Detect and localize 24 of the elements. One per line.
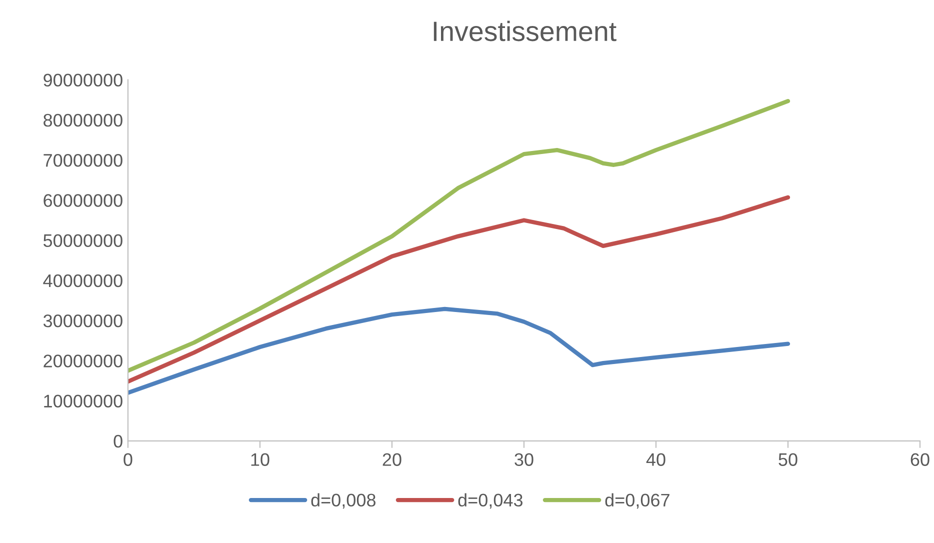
y-tick-label: 30000000 (43, 314, 122, 328)
legend-label: d=0,043 (458, 493, 522, 509)
chart-title: Investissement (434, 20, 616, 42)
y-tick-label: 90000000 (44, 74, 122, 87)
line-series (128, 99, 790, 373)
legend-label: d=0,067 (605, 493, 670, 509)
x-tick-label: 20 (382, 453, 402, 466)
y-tick-label: 10000000 (44, 394, 122, 408)
y-tick-label: 70000000 (44, 154, 122, 167)
y-tick-label: 80000000 (44, 114, 122, 127)
line-series (128, 195, 790, 384)
x-tick-label: 40 (646, 453, 666, 466)
y-tick-label: 0 (114, 434, 122, 448)
y-tick-label: 20000000 (44, 354, 122, 368)
x-tick-label: 50 (778, 453, 798, 466)
y-tick-label: 40000000 (43, 274, 122, 288)
x-tick-label: 10 (251, 453, 270, 466)
legend-label: d=0,008 (311, 493, 376, 509)
x-tick-label: 60 (910, 453, 930, 466)
line-series (128, 306, 790, 395)
x-tick-label: 0 (124, 453, 132, 466)
y-tick-label: 60000000 (44, 194, 122, 207)
x-tick-label: 30 (514, 453, 534, 466)
y-tick-label: 50000000 (43, 234, 122, 248)
